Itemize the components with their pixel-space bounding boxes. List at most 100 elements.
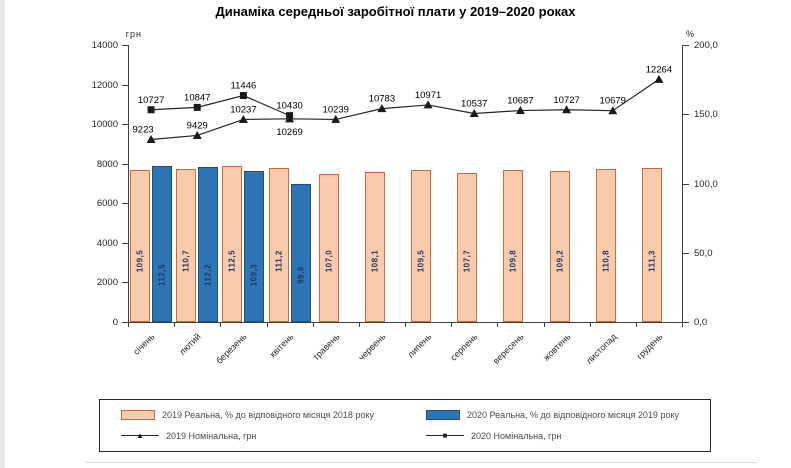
bar-2019-real bbox=[641, 167, 662, 322]
bar-2019-real bbox=[222, 166, 243, 322]
triangle-marker-icon: ▲ bbox=[136, 430, 144, 440]
right-axis-tick bbox=[683, 45, 689, 46]
legend-label-2020-nominal: 2020 Номінальна, грн bbox=[471, 430, 562, 441]
point-value-label: 10239 bbox=[323, 104, 349, 115]
point-value-label: 10269 bbox=[276, 127, 302, 138]
x-axis-tick bbox=[405, 322, 406, 327]
legend-swatch-2020-real bbox=[426, 410, 460, 421]
bar-value-label: 109,2 bbox=[555, 249, 565, 273]
triangle-marker-icon bbox=[423, 100, 433, 109]
legend-line-2019: ▲ bbox=[121, 431, 159, 441]
right-axis-tick bbox=[683, 322, 689, 323]
x-axis-tick bbox=[497, 322, 499, 327]
bar-value-label: 112,5 bbox=[157, 263, 167, 287]
point-value-label: 10727 bbox=[553, 95, 579, 106]
point-value-label: 10847 bbox=[184, 92, 210, 103]
triangle-marker-icon bbox=[469, 109, 479, 118]
square-marker-icon bbox=[193, 103, 201, 111]
y-axis-tick-label: 2000 bbox=[96, 277, 118, 289]
legend-item-2019-nominal: ▲ 2019 Номінальна, грн bbox=[121, 431, 426, 441]
y-axis-tick bbox=[122, 163, 128, 165]
point-value-label: 12264 bbox=[646, 64, 672, 75]
y-axis-tick bbox=[122, 124, 128, 126]
bar-value-label: 110,7 bbox=[181, 249, 191, 273]
point-value-label: 10971 bbox=[415, 90, 441, 101]
right-axis-tick bbox=[683, 252, 689, 254]
bar-2019-real bbox=[503, 169, 524, 322]
point-value-label: 10783 bbox=[369, 94, 395, 105]
bar-value-label: 107,0 bbox=[324, 249, 334, 273]
bar-value-label: 109,5 bbox=[135, 249, 145, 273]
y-axis-tick bbox=[122, 322, 128, 323]
x-axis-tick bbox=[635, 322, 637, 327]
bar-2019-real bbox=[268, 167, 289, 322]
bar-2019-real bbox=[130, 170, 151, 322]
x-axis-tick bbox=[128, 322, 129, 327]
x-axis-tick bbox=[682, 322, 683, 327]
point-value-label: 9429 bbox=[187, 120, 208, 131]
square-marker-icon bbox=[286, 112, 294, 120]
bar-2019-real bbox=[411, 170, 432, 322]
bar-2019-real bbox=[457, 172, 478, 322]
bar-value-label: 107,7 bbox=[462, 249, 472, 273]
square-marker-icon: ■ bbox=[442, 430, 448, 440]
bar-2020-real bbox=[198, 166, 219, 322]
bar-2019-real bbox=[595, 168, 616, 322]
bar-2020-real bbox=[244, 170, 265, 322]
triangle-marker-icon bbox=[515, 106, 525, 115]
nominal-line-2019 bbox=[151, 78, 660, 141]
x-axis-tick bbox=[358, 322, 360, 327]
right-axis-tick bbox=[683, 183, 689, 185]
y-axis-tick bbox=[122, 242, 128, 244]
triangle-marker-icon bbox=[562, 105, 572, 114]
y-axis-tick bbox=[122, 282, 128, 284]
triangle-marker-icon bbox=[238, 114, 248, 123]
x-axis-tick bbox=[266, 322, 268, 327]
bar-2019-real bbox=[176, 168, 197, 322]
x-axis-tick bbox=[312, 322, 314, 327]
legend-label-2019-real: 2019 Реальна, % до відповідного місяця 2… bbox=[162, 410, 374, 421]
triangle-marker-icon bbox=[377, 104, 387, 113]
bar-value-label: 109,8 bbox=[508, 249, 518, 273]
bar-2019-real bbox=[318, 173, 339, 322]
right-axis-tick-label: 50,0 bbox=[694, 247, 713, 259]
point-value-label: 11446 bbox=[231, 81, 257, 92]
nominal-line-2020 bbox=[151, 94, 290, 117]
square-marker-icon bbox=[147, 106, 155, 114]
right-axis-unit: % bbox=[686, 29, 696, 39]
point-value-label: 10679 bbox=[600, 96, 626, 107]
legend: 2019 Реальна, % до відповідного місяця 2… bbox=[99, 399, 711, 452]
triangle-marker-icon bbox=[146, 135, 156, 144]
triangle-marker-icon bbox=[192, 130, 202, 139]
page-divider bbox=[85, 462, 757, 463]
chart-title: Динаміка середньої заробітної плати у 20… bbox=[215, 4, 576, 19]
y-axis-line bbox=[128, 45, 129, 322]
bar-value-label: 112,5 bbox=[227, 249, 237, 273]
y-axis-tick-label: 0 bbox=[112, 317, 118, 328]
point-value-label: 10430 bbox=[276, 101, 302, 112]
right-axis-tick-label: 150,0 bbox=[694, 109, 718, 121]
point-value-label: 10727 bbox=[138, 95, 164, 106]
bar-value-label: 109,3 bbox=[249, 263, 259, 287]
point-value-label: 10237 bbox=[230, 104, 256, 115]
y-axis-tick-label: 4000 bbox=[96, 237, 118, 249]
right-axis-tick bbox=[683, 114, 689, 116]
bar-value-label: 111,2 bbox=[274, 250, 284, 272]
triangle-marker-icon bbox=[608, 106, 618, 115]
bar-2020-real bbox=[290, 184, 311, 322]
y-axis-tick-label: 8000 bbox=[96, 158, 118, 170]
legend-item-2020-real: 2020 Реальна, % до відповідного місяця 2… bbox=[426, 410, 710, 421]
point-value-label: 10537 bbox=[461, 99, 487, 110]
x-axis-tick bbox=[220, 322, 222, 327]
legend-swatch-2019-real bbox=[121, 410, 155, 421]
triangle-marker-icon bbox=[331, 114, 341, 123]
right-axis-tick-label: 0,0 bbox=[694, 317, 708, 328]
bar-2019-real bbox=[549, 170, 570, 322]
legend-line-2020: ■ bbox=[426, 431, 464, 441]
y-axis-tick-label: 10000 bbox=[91, 119, 118, 131]
bar-2020-real bbox=[152, 166, 173, 322]
left-axis-unit: грн bbox=[125, 29, 142, 39]
y-axis-tick bbox=[122, 45, 128, 46]
